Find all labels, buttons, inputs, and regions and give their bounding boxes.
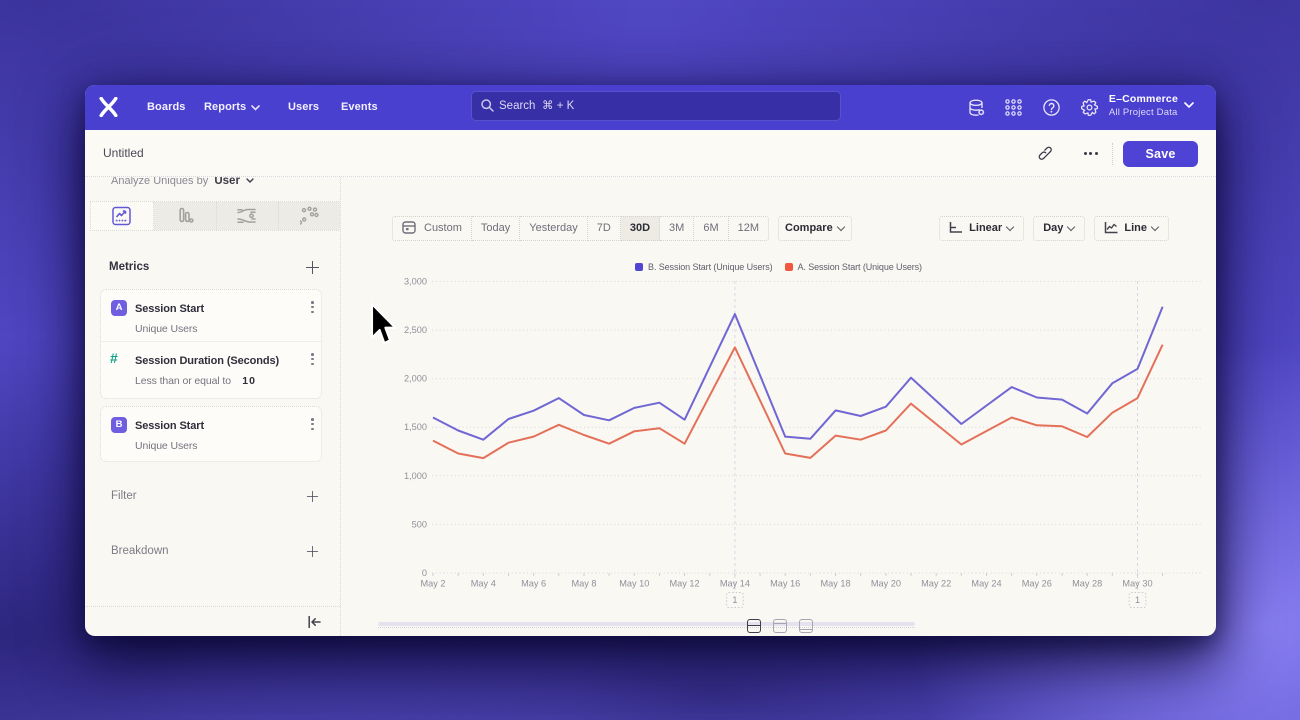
svg-text:1: 1	[732, 595, 737, 605]
svg-text:0: 0	[422, 568, 427, 578]
svg-text:May 6: May 6	[521, 579, 546, 589]
svg-text:May 28: May 28	[1072, 579, 1102, 589]
svg-text:May 30: May 30	[1122, 579, 1152, 589]
svg-text:1,500: 1,500	[404, 422, 427, 432]
svg-text:May 10: May 10	[619, 579, 649, 589]
svg-text:May 26: May 26	[1022, 579, 1052, 589]
svg-text:May 8: May 8	[571, 579, 596, 589]
svg-text:1,000: 1,000	[404, 471, 427, 481]
svg-text:May 20: May 20	[871, 579, 901, 589]
svg-text:May 24: May 24	[971, 579, 1001, 589]
svg-text:May 2: May 2	[420, 579, 445, 589]
svg-text:500: 500	[412, 519, 427, 529]
svg-text:3,000: 3,000	[404, 277, 427, 287]
svg-text:May 12: May 12	[670, 579, 700, 589]
svg-text:May 22: May 22	[921, 579, 951, 589]
svg-text:May 18: May 18	[821, 579, 851, 589]
svg-text:May 16: May 16	[770, 579, 800, 589]
svg-text:2,000: 2,000	[404, 374, 427, 384]
svg-text:2,500: 2,500	[404, 325, 427, 335]
svg-text:1: 1	[1135, 595, 1140, 605]
svg-text:May 14: May 14	[720, 579, 750, 589]
svg-text:May 4: May 4	[471, 579, 496, 589]
